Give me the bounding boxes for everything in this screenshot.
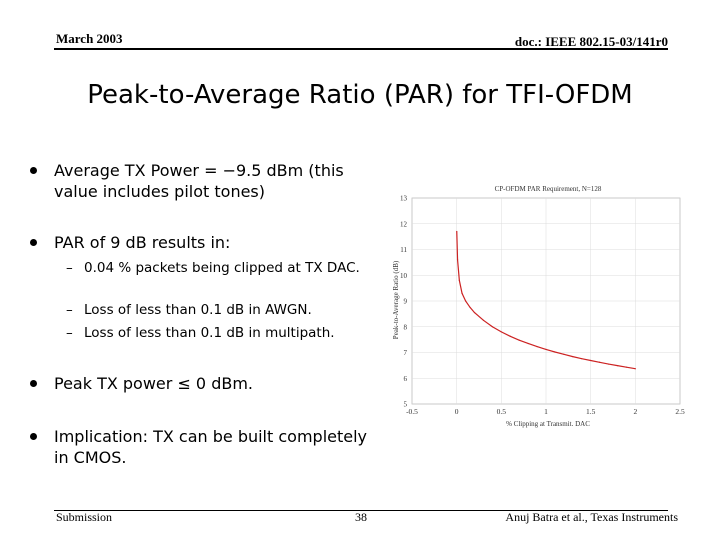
chart-data-point [465,300,467,302]
header-rule [54,48,668,50]
sub-bullet-text: Loss of less than 0.1 dB in AWGN. [84,302,312,318]
chart-y-tick-label: 11 [400,246,407,254]
bullet-text: Peak TX power ≤ 0 dBm. [54,374,253,393]
bullet-item: Peak TX power ≤ 0 dBm. [30,373,370,394]
sub-bullet-text: Loss of less than 0.1 dB in multipath. [84,325,335,341]
bullet-dot-icon [30,433,37,440]
chart-data-point [482,319,485,321]
chart-x-tick-label: 2.5 [675,407,685,416]
chart-data-point [634,368,636,370]
chart-data-point [518,339,520,341]
footer-author: Anuj Batra et al., Texas Instruments [505,510,678,524]
chart-x-tick-label: 1 [544,407,548,416]
sub-bullet-item: – Loss of less than 0.1 dB in AWGN. [66,302,366,318]
chart-x-tick-label: 1.5 [586,407,596,416]
chart-data-point [599,361,601,363]
chart-y-tick-label: 6 [404,375,408,383]
chart-x-tick-label: 0 [455,407,459,416]
chart-y-tick-label: 13 [400,195,408,203]
chart-x-tick-label: 2 [633,407,637,416]
chart-data-point [469,306,471,309]
chart-data-point [456,259,459,261]
chart-data-point [607,363,610,365]
chart-data-point [500,331,502,333]
sub-bullet-text: 0.04 % packets being clipped at TX DAC. [84,260,360,276]
chart-data-point [456,230,458,233]
chart-x-axis-label: % Clipping at Transmit. DAC [506,420,590,428]
chart-data-point [545,348,547,351]
sub-bullet-item: – 0.04 % packets being clipped at TX DAC… [66,260,366,276]
bullet-item: Implication: TX can be built completely … [30,426,370,468]
chart-title: CP-OFDM PAR Requirement, N=128 [495,185,602,193]
chart-data-point [554,351,556,353]
dash-icon: – [66,302,73,318]
chart-x-tick-label: -0.5 [406,407,418,416]
bullet-dot-icon [30,380,37,387]
chart-y-tick-label: 12 [400,220,408,228]
dash-icon: – [66,260,73,276]
chart-y-axis-label: Peak-to-Average Ratio (dB) [392,260,400,339]
footer-submission: Submission [56,510,113,524]
chart-data-point [458,279,460,281]
chart-x-tick-label: 0.5 [497,407,507,416]
bullet-text: Average TX Power = −9.5 dBm (this value … [54,161,344,201]
chart-data-point [536,345,538,348]
bullet-text: Implication: TX can be built completely … [54,427,368,467]
chart-data-point [581,358,583,360]
footer-rule [54,510,668,511]
chart-data-point [616,365,619,367]
chart-data-point [491,326,493,328]
dash-icon: – [66,325,73,341]
header-date: March 2003 [56,31,123,46]
bullet-dot-icon [30,167,37,174]
slide-title: Peak-to-Average Ratio (PAR) for TFI-OFDM [87,80,633,110]
chart-data-point [625,366,627,368]
chart-y-tick-label: 8 [404,323,408,331]
bullet-item: PAR of 9 dB results in: [30,232,370,253]
chart-data-point [509,335,511,337]
chart-y-tick-label: 9 [404,298,408,306]
sub-bullet-item: – Loss of less than 0.1 dB in multipath. [66,325,366,341]
bullet-dot-icon [30,239,37,246]
par-chart-svg: CP-OFDM PAR Requirement, N=128 % Clippin… [388,178,688,428]
chart-data-point [461,292,463,294]
chart-data-point [563,353,565,355]
bullet-text: PAR of 9 dB results in: [54,233,231,252]
par-chart: CP-OFDM PAR Requirement, N=128 % Clippin… [388,178,688,428]
footer-page-number: 38 [355,510,367,524]
chart-data-point [572,356,574,358]
chart-data-point [473,311,476,314]
chart-y-tick-label: 5 [404,401,408,409]
chart-y-tick-label: 10 [400,272,408,280]
chart-data-point [527,342,529,345]
bullet-item: Average TX Power = −9.5 dBm (this value … [30,160,370,202]
chart-data-point [590,359,592,362]
chart-y-tick-label: 7 [404,349,408,357]
header-doc-id: doc.: IEEE 802.15-03/141r0 [514,34,668,49]
